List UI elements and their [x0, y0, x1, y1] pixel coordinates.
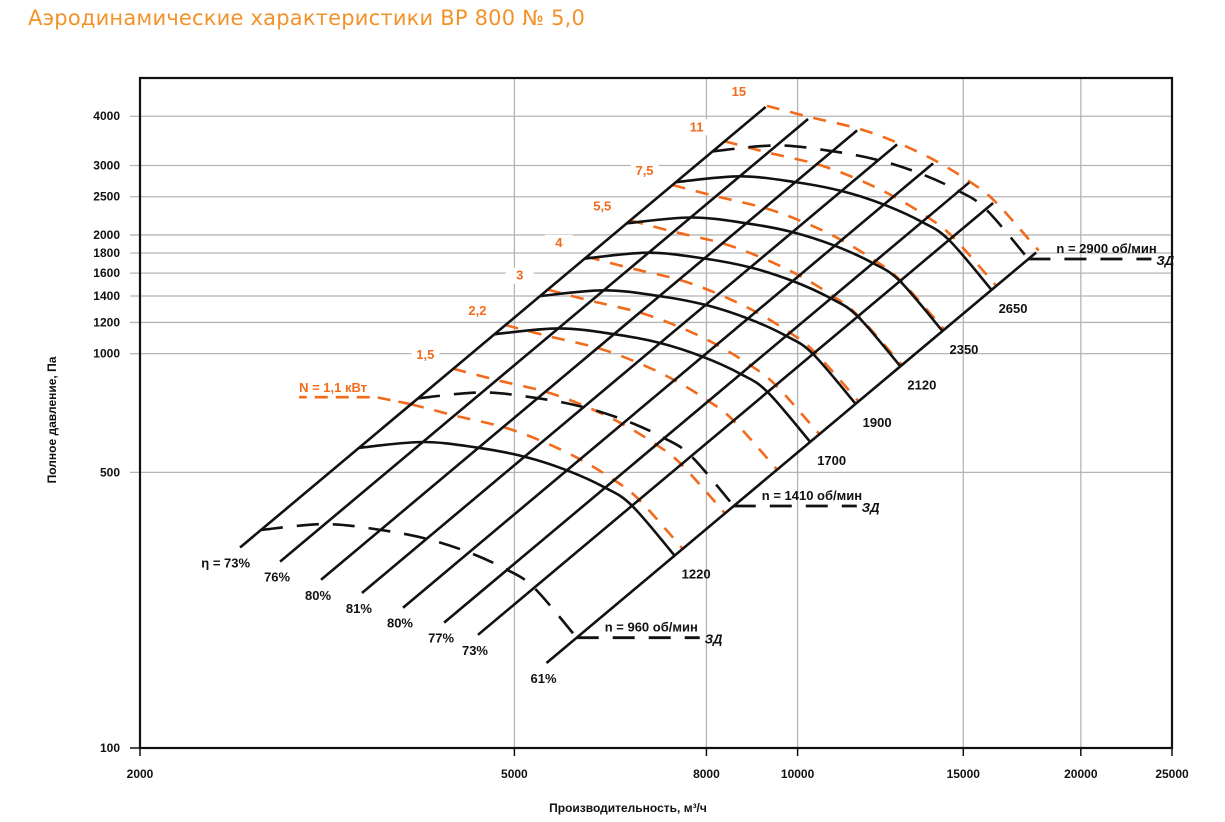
motor-note: ЗД [1156, 253, 1174, 268]
speed-curve [712, 144, 1030, 260]
power-curve-label: 7,5 [635, 163, 653, 178]
y-tick-label: 500 [100, 465, 120, 479]
y-tick-label: 1000 [93, 347, 120, 361]
speed-curve [539, 288, 857, 405]
y-tick-label: 1600 [93, 266, 120, 280]
power-curve-label: 5,5 [593, 198, 611, 213]
axes [130, 76, 1174, 756]
power-label-background [588, 198, 617, 215]
power-curve-label: 1,5 [416, 347, 434, 362]
power-curve [766, 104, 1040, 252]
power-label-background [505, 267, 534, 284]
x-tick-label: 10000 [781, 767, 815, 781]
power-curve [452, 367, 726, 515]
y-tick-label: 2500 [93, 190, 120, 204]
efficiency-label: 77% [428, 631, 454, 646]
efficiency-line [279, 118, 809, 563]
speed-curve [417, 391, 735, 507]
efficiency-line [477, 201, 994, 636]
x-tick-label: 25000 [1155, 767, 1189, 781]
labels: 100 500 1000 1200 1400 1600 1800 2000 2500 3000 40… [93, 83, 1189, 781]
y-tick-label: 100 [100, 741, 120, 755]
efficiency-line [361, 143, 898, 595]
speed-curve-label: n = 1410 об/мин [762, 488, 862, 503]
x-tick-label: 20000 [1064, 767, 1098, 781]
x-tick-label: 15000 [947, 767, 981, 781]
power-label-background [544, 234, 573, 251]
efficiency-label: 76% [264, 570, 290, 585]
speed-curve [626, 216, 944, 332]
efficiency-label: 81% [346, 601, 372, 616]
grid [130, 78, 1172, 748]
speed-curve-label: 1900 [863, 415, 892, 430]
x-axis-label: Производительность, м³/ч [549, 801, 707, 815]
speed-curve [358, 440, 676, 557]
x-tick-label: 5000 [501, 767, 528, 781]
power-curve-label: N = 1,1 кВт [299, 380, 367, 395]
efficiency-label: η = 73% [201, 556, 250, 571]
power-curve [586, 255, 860, 403]
efficiency-lines [239, 105, 1038, 664]
efficiency-label: 80% [305, 588, 331, 603]
y-tick-label: 1800 [93, 246, 120, 260]
power-label-background [463, 303, 492, 320]
y-tick-label: 1200 [93, 315, 120, 329]
y-tick-label: 1400 [93, 289, 120, 303]
speed-curve-label: 1220 [682, 567, 711, 582]
efficiency-line [239, 105, 767, 549]
efficiency-line [320, 129, 858, 581]
speed-curve-label: 2120 [907, 377, 936, 392]
power-curve [547, 288, 821, 436]
chart-title: Аэродинамические характеристики ВР 800 №… [28, 6, 586, 30]
speed-curve-label: 1700 [817, 453, 846, 468]
power-label-leader [299, 395, 412, 406]
speed-curve-label: n = 2900 об/мин [1056, 241, 1156, 256]
power-curve-label: 11 [690, 119, 704, 134]
power-curves [299, 104, 1040, 550]
efficiency-line [443, 181, 971, 624]
efficiency-label: 80% [387, 616, 413, 631]
speed-curve-label: n = 960 об/мин [605, 620, 698, 635]
y-tick-label: 2000 [93, 228, 120, 242]
speed-curve [675, 174, 993, 291]
efficiency-label: 73% [462, 643, 488, 658]
speed-curve-label: 2650 [999, 301, 1028, 316]
power-label-background [682, 119, 711, 136]
power-curve-label: 4 [555, 235, 563, 250]
plot-frame [138, 76, 1174, 750]
speed-curves [260, 144, 1152, 640]
speed-curve [260, 522, 578, 639]
power-curve [629, 219, 903, 366]
power-label-background [630, 162, 659, 179]
motor-note: ЗД [862, 500, 880, 515]
y-axis-label: Полное давление, Па [45, 356, 59, 483]
efficiency-label: 61% [530, 671, 556, 686]
x-tick-label: 2000 [127, 767, 154, 781]
y-tick-label: 3000 [93, 158, 120, 172]
power-curve [505, 323, 779, 471]
efficiency-line [545, 251, 1038, 664]
power-label-background [724, 83, 753, 100]
x-tick-label: 8000 [693, 767, 720, 781]
power-curve [724, 140, 998, 287]
power-curve-label: 2,2 [468, 303, 486, 318]
speed-curve [584, 251, 902, 368]
power-curve-label: 3 [516, 268, 523, 283]
power-label-background [411, 346, 440, 363]
efficiency-line [402, 162, 934, 609]
motor-note: ЗД [705, 632, 723, 647]
speed-curve [494, 327, 812, 443]
y-tick-label: 4000 [93, 109, 120, 123]
power-curve-label: 15 [732, 84, 746, 99]
speed-curve-label: 2350 [949, 342, 978, 357]
